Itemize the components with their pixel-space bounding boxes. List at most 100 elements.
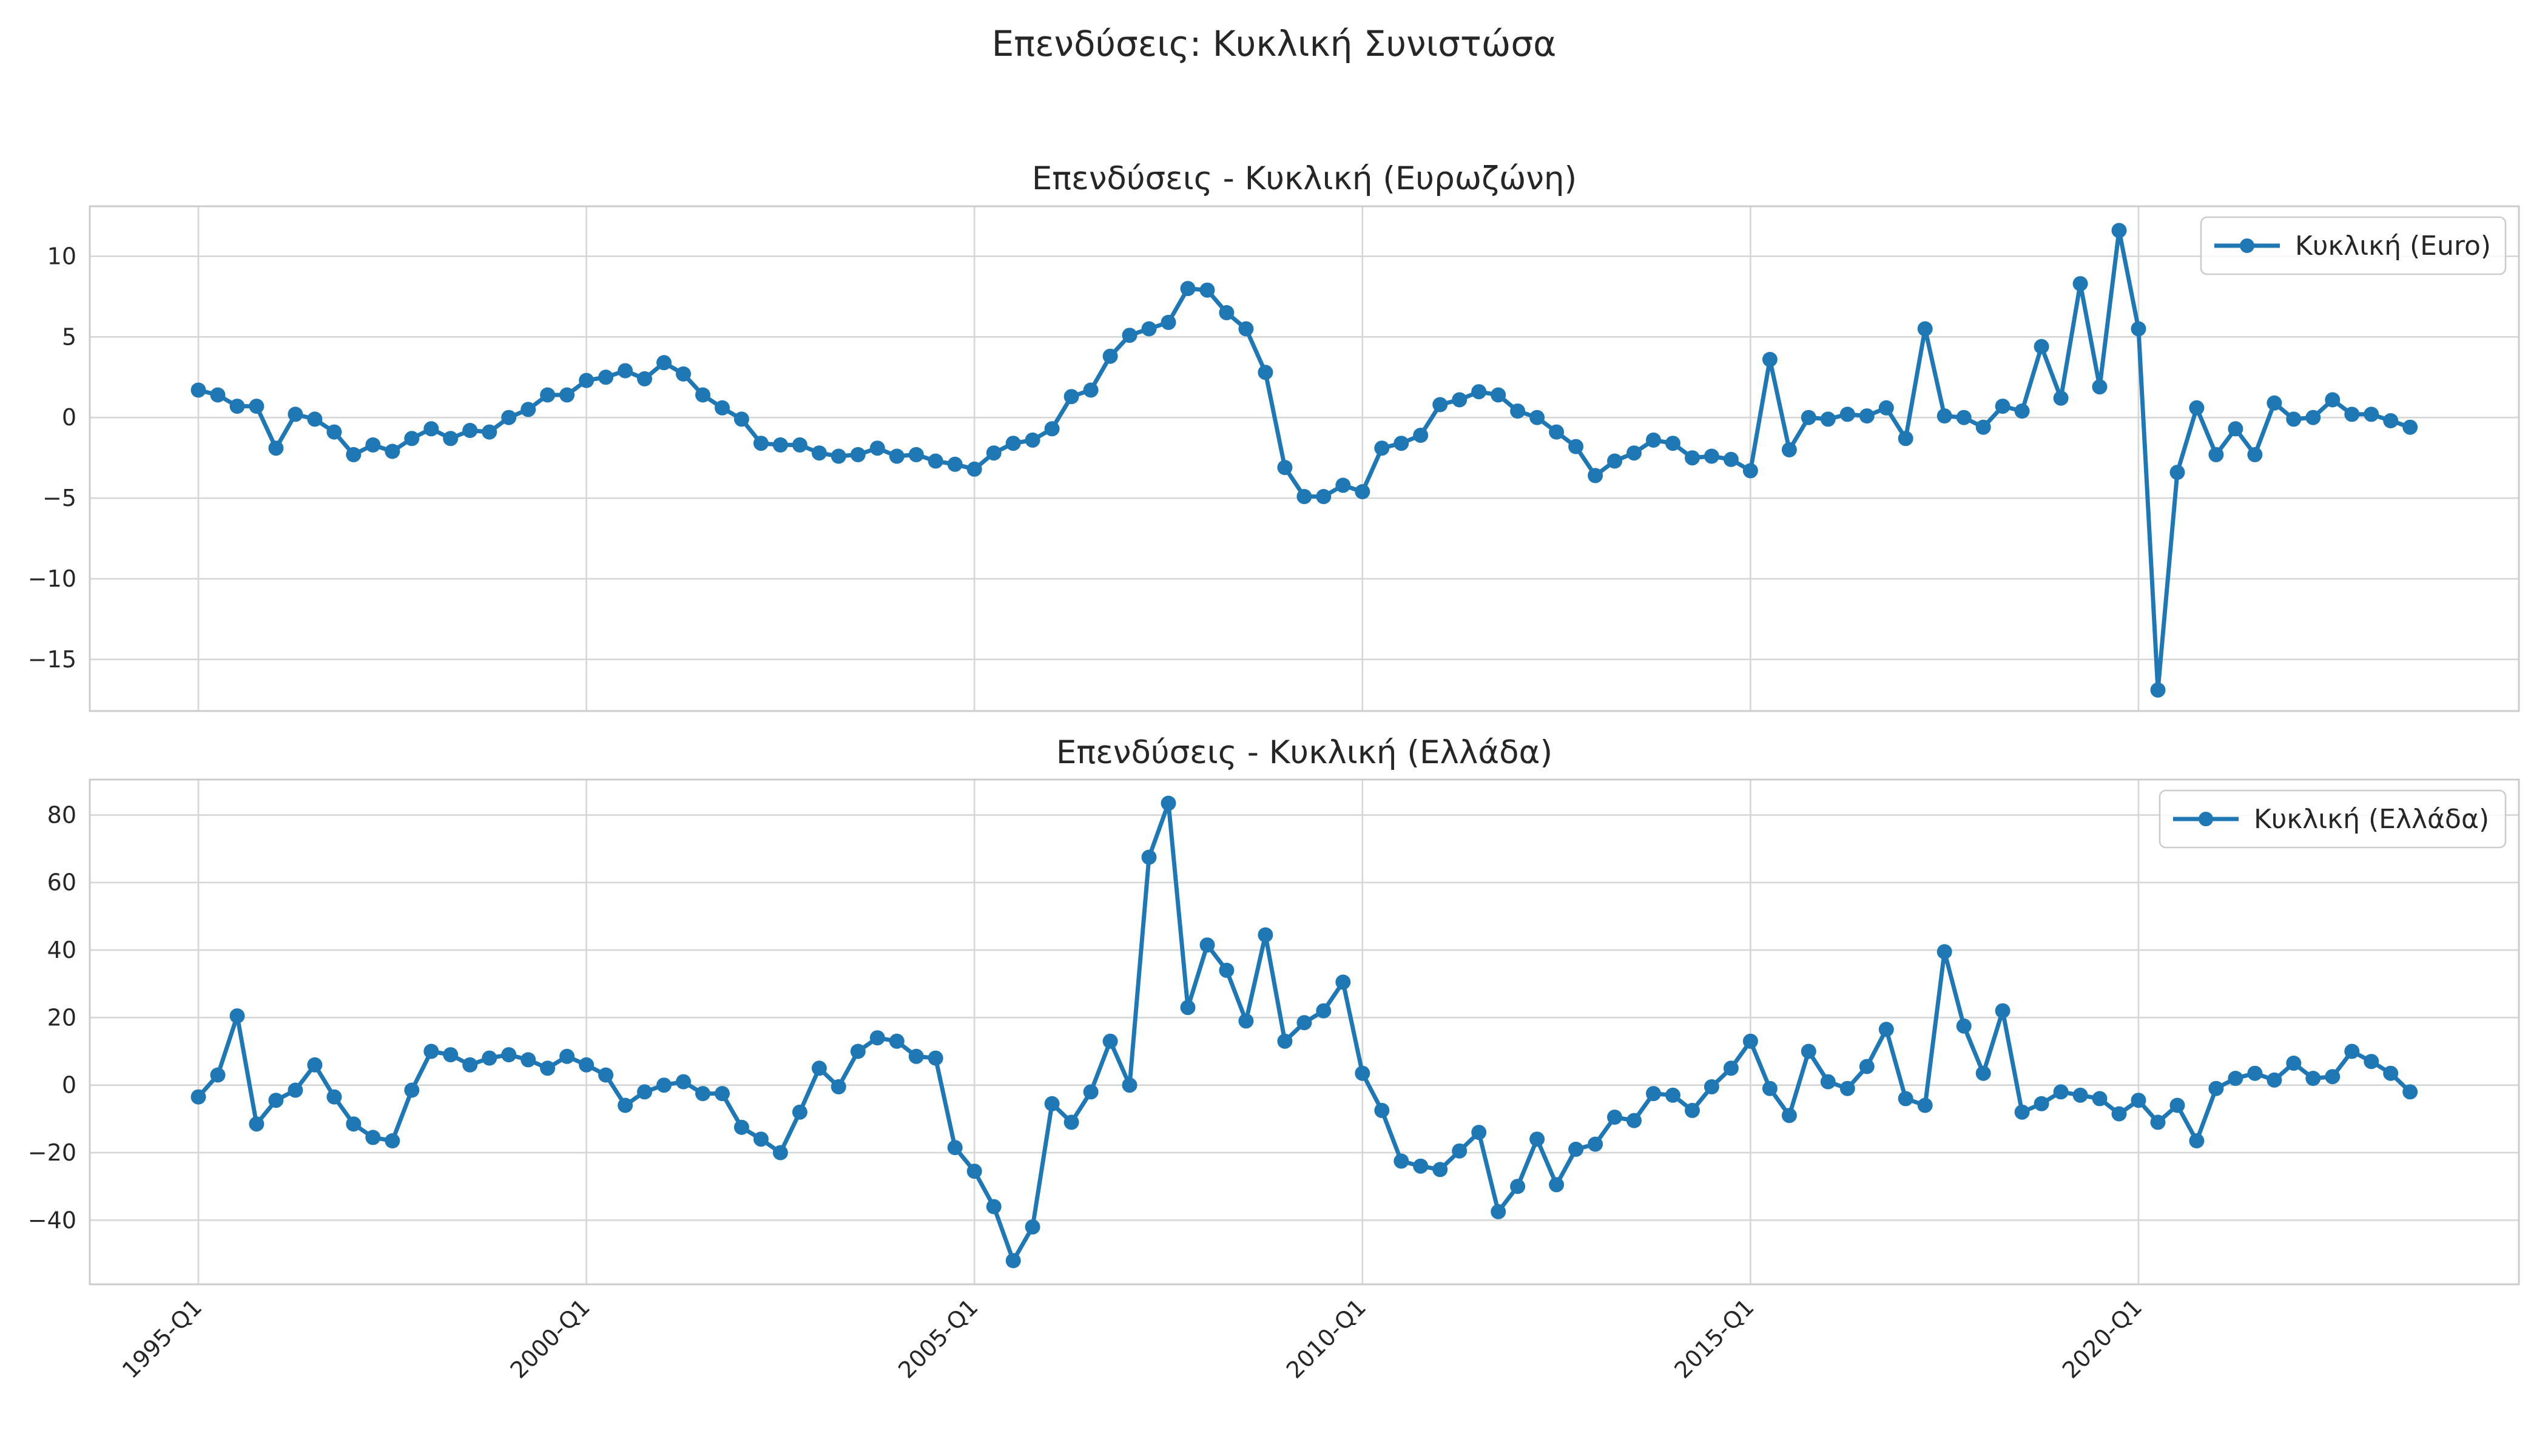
greece-data-point xyxy=(1975,1065,1991,1081)
greece-data-point xyxy=(1898,1091,1913,1107)
eurozone-data-point xyxy=(365,437,381,453)
eurozone-data-point xyxy=(1917,321,1933,337)
greece-data-point xyxy=(986,1199,1002,1215)
eurozone-data-point xyxy=(1995,399,2010,414)
greece-data-point xyxy=(326,1089,342,1105)
eurozone-data-point xyxy=(2034,339,2049,354)
greece-data-point xyxy=(1122,1077,1138,1093)
eurozone-data-point xyxy=(443,431,459,447)
eurozone-chart-title: Επενδύσεις - Κυκλική (Ευρωζώνη) xyxy=(1032,160,1577,197)
eurozone-data-point xyxy=(772,437,788,453)
eurozone-legend-label: Κυκλική (Euro) xyxy=(2295,231,2491,261)
greece-data-point xyxy=(889,1033,905,1049)
greece-data-point xyxy=(1704,1079,1719,1094)
eurozone-data-point xyxy=(2092,379,2108,395)
greece-data-point xyxy=(2364,1054,2379,1070)
eurozone-data-point xyxy=(947,456,963,472)
greece-data-point xyxy=(1005,1253,1021,1269)
eurozone-data-point xyxy=(1491,387,1506,403)
greece-legend-marker xyxy=(2199,812,2213,826)
eurozone-data-point xyxy=(1238,321,1254,337)
greece-data-point xyxy=(365,1130,381,1145)
eurozone-data-point xyxy=(1394,436,1409,451)
greece-data-point xyxy=(1238,1013,1254,1029)
eurozone-data-point xyxy=(733,411,749,427)
greece-data-point xyxy=(229,1008,245,1024)
eurozone-data-point xyxy=(1452,392,1468,408)
greece-data-point xyxy=(1685,1102,1700,1118)
eurozone-cyclical-panel: Επενδύσεις - Κυκλική (Ευρωζώνη) 10 5 0 −5 −1… xyxy=(28,160,2520,712)
greece-data-point xyxy=(598,1067,614,1083)
greece-data-point xyxy=(869,1030,885,1046)
eurozone-data-point xyxy=(676,366,691,382)
eurozone-data-point xyxy=(2189,400,2205,416)
eurozone-data-point xyxy=(889,448,905,464)
greece-data-point xyxy=(1646,1086,1661,1102)
greece-data-point xyxy=(2325,1069,2341,1085)
greece-data-point xyxy=(733,1119,749,1135)
eurozone-data-point xyxy=(1277,460,1293,476)
greece-data-point xyxy=(1180,1000,1196,1016)
eurozone-data-point xyxy=(1936,408,1952,424)
greece-data-point xyxy=(540,1060,556,1076)
greece-data-point xyxy=(1762,1080,1778,1096)
eurozone-data-point xyxy=(850,447,866,462)
greece-data-point xyxy=(637,1084,652,1100)
eurozone-data-point xyxy=(1529,410,1545,425)
greece-data-point xyxy=(1859,1059,1875,1074)
eurozone-data-point xyxy=(1781,442,1797,457)
eurozone-data-point xyxy=(288,406,303,422)
eurozone-data-point xyxy=(1839,406,1855,422)
greece-data-point xyxy=(1219,962,1235,978)
greece-data-point xyxy=(2305,1071,2321,1086)
greece-data-point xyxy=(443,1047,459,1063)
greece-data-point xyxy=(1510,1179,1526,1195)
greece-data-point xyxy=(2402,1084,2418,1100)
greece-data-point xyxy=(695,1086,710,1102)
greece-data-point xyxy=(1839,1080,1855,1096)
eurozone-data-point xyxy=(1335,477,1351,493)
greece-data-point xyxy=(2247,1065,2263,1081)
eurozone-data-point xyxy=(190,382,206,398)
greece-data-point xyxy=(2189,1133,2205,1148)
eurozone-data-point xyxy=(618,363,633,379)
greece-data-point xyxy=(1394,1153,1409,1169)
eurozone-data-point xyxy=(1005,436,1021,451)
greece-data-point xyxy=(1568,1141,1584,1157)
greece-data-point xyxy=(850,1043,866,1059)
eurozone-data-point xyxy=(1083,382,1099,398)
greece-data-point xyxy=(1607,1110,1622,1125)
eurozone-data-point xyxy=(598,369,614,385)
greece-data-point xyxy=(1199,937,1215,953)
eurozone-data-point xyxy=(928,453,943,469)
eurozone-data-point xyxy=(1122,328,1138,343)
eurozone-data-point xyxy=(2208,447,2224,462)
greece-data-point xyxy=(268,1093,284,1108)
greece-legend: Κυκλική (Ελλάδα) xyxy=(2159,789,2507,849)
eurozone-data-point xyxy=(1413,428,1429,443)
eurozone-data-point xyxy=(1374,440,1390,456)
greece-data-point xyxy=(579,1057,595,1073)
eurozone-legend-box xyxy=(2200,216,2507,275)
greece-data-point xyxy=(385,1133,400,1148)
greece-y-tick-label: 20 xyxy=(47,1004,76,1031)
greece-data-point xyxy=(1665,1087,1680,1103)
eurozone-data-point xyxy=(2150,682,2166,698)
eurozone-data-point xyxy=(229,399,245,414)
eurozone-data-point xyxy=(482,424,497,440)
greece-data-point xyxy=(947,1140,963,1156)
eurozone-data-point xyxy=(404,431,420,447)
eurozone-data-point xyxy=(1665,436,1680,451)
eurozone-data-point xyxy=(326,424,342,440)
eurozone-data-point xyxy=(2131,321,2146,337)
greece-y-tick-label: 60 xyxy=(47,869,76,896)
greece-data-point xyxy=(346,1116,362,1132)
eurozone-data-point xyxy=(1975,419,1991,435)
greece-data-point xyxy=(521,1052,536,1068)
greece-data-point xyxy=(2150,1114,2166,1130)
greece-data-point xyxy=(1102,1033,1118,1049)
greece-data-point xyxy=(1141,849,1157,865)
eurozone-data-point xyxy=(1646,432,1661,448)
eurozone-data-point xyxy=(2344,406,2360,422)
